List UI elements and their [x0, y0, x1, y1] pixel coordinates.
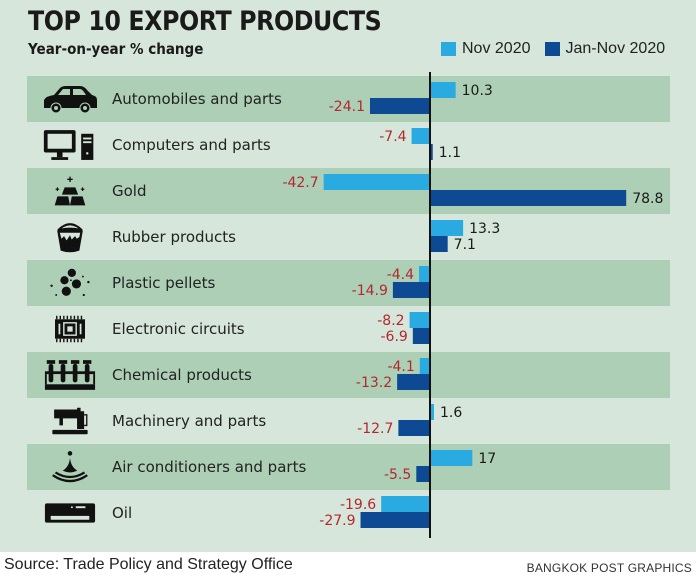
- bar-nov-2020-computers-and-parts: [411, 128, 430, 144]
- bar-nov-2020-machinery-and-parts: [430, 404, 434, 420]
- source-note: Source: Trade Policy and Strategy Office: [4, 556, 293, 573]
- value-label-nov-2020-machinery-and-parts: 1.6: [440, 405, 462, 421]
- bar-jan-nov-2020-air-conditioners-and-parts: [416, 466, 430, 482]
- legend-label-jan-nov-2020: Jan-Nov 2020: [565, 40, 666, 57]
- value-label-nov-2020-plastic-pellets: -4.4: [387, 267, 414, 283]
- bar-nov-2020-air-conditioners-and-parts: [430, 450, 473, 466]
- bar-nov-2020-electronic-circuits: [409, 312, 430, 328]
- value-label-jan-nov-2020-rubber-products: 7.1: [454, 237, 476, 253]
- chart-title: TOP 10 EXPORT PRODUCTS: [28, 6, 382, 37]
- row-band: [27, 444, 670, 490]
- bar-nov-2020-gold: [323, 174, 430, 190]
- value-label-jan-nov-2020-plastic-pellets: -14.9: [352, 283, 388, 299]
- bar-nov-2020-automobiles-and-parts: [430, 82, 456, 98]
- value-label-jan-nov-2020-computers-and-parts: 1.1: [439, 145, 461, 161]
- value-label-jan-nov-2020-oil: -27.9: [319, 513, 355, 529]
- row-band: [27, 352, 670, 398]
- value-label-nov-2020-computers-and-parts: -7.4: [379, 129, 406, 145]
- category-label-chemical-products: Chemical products: [112, 366, 252, 384]
- bar-nov-2020-plastic-pellets: [419, 266, 430, 282]
- value-label-nov-2020-automobiles-and-parts: 10.3: [462, 83, 493, 99]
- chip-icon: [54, 315, 86, 343]
- legend-label-nov-2020: Nov 2020: [462, 40, 531, 57]
- row-band: [27, 260, 670, 306]
- bar-jan-nov-2020-chemical-products: [397, 374, 430, 390]
- computer-icon: [43, 130, 94, 160]
- bar-jan-nov-2020-computers-and-parts: [430, 144, 433, 160]
- value-label-nov-2020-rubber-products: 13.3: [469, 221, 500, 237]
- bar-jan-nov-2020-automobiles-and-parts: [369, 98, 430, 114]
- category-label-oil: Oil: [112, 504, 132, 522]
- value-label-nov-2020-oil: -19.6: [340, 497, 376, 513]
- chart-subtitle: Year-on-year % change: [28, 40, 204, 58]
- row-band: [27, 76, 670, 122]
- bar-jan-nov-2020-rubber-products: [430, 236, 448, 252]
- bar-jan-nov-2020-oil: [360, 512, 430, 528]
- legend-swatch-nov-2020: [441, 42, 456, 56]
- bar-jan-nov-2020-machinery-and-parts: [398, 420, 430, 436]
- legend-item-nov-2020: Nov 2020: [441, 40, 531, 58]
- category-label-air-conditioners-and-parts: Air conditioners and parts: [112, 458, 306, 476]
- value-label-nov-2020-electronic-circuits: -8.2: [377, 313, 404, 329]
- category-label-machinery-and-parts: Machinery and parts: [112, 412, 266, 430]
- bar-jan-nov-2020-electronic-circuits: [412, 328, 430, 344]
- category-label-computers-and-parts: Computers and parts: [112, 136, 271, 154]
- bar-nov-2020-chemical-products: [419, 358, 430, 374]
- category-label-gold: Gold: [112, 182, 147, 200]
- value-label-jan-nov-2020-air-conditioners-and-parts: -5.5: [384, 467, 411, 483]
- legend: Nov 2020 Jan-Nov 2020: [441, 40, 679, 58]
- legend-item-jan-nov-2020: Jan-Nov 2020: [544, 40, 666, 58]
- bar-chart: Automobiles and parts Computers and parts…: [27, 72, 670, 538]
- bar-jan-nov-2020-gold: [430, 190, 627, 206]
- category-label-automobiles-and-parts: Automobiles and parts: [112, 90, 282, 108]
- legend-swatch-jan-nov-2020: [544, 42, 560, 56]
- value-labels: 10.3 -24.1 -7.4 1.1 -42.7 78.8 13.37.1 -4.4-14.…: [282, 83, 663, 529]
- graphics-credit: BANGKOK POST GRAPHICS: [526, 561, 692, 575]
- value-label-jan-nov-2020-gold: 78.8: [632, 191, 663, 207]
- row-bands: [27, 76, 670, 490]
- bars: [323, 82, 627, 528]
- sewing-machine-icon: [51, 407, 89, 435]
- value-label-nov-2020-air-conditioners-and-parts: 17: [478, 451, 496, 467]
- bar-nov-2020-rubber-products: [430, 220, 464, 236]
- bar-jan-nov-2020-plastic-pellets: [392, 282, 430, 298]
- value-label-jan-nov-2020-electronic-circuits: -6.9: [380, 329, 407, 345]
- category-labels: Automobiles and parts Computers and parts…: [112, 90, 306, 522]
- category-label-electronic-circuits: Electronic circuits: [112, 320, 245, 338]
- category-label-plastic-pellets: Plastic pellets: [112, 274, 215, 292]
- value-label-jan-nov-2020-machinery-and-parts: -12.7: [357, 421, 393, 437]
- air-conditioner-icon: [44, 503, 96, 523]
- value-label-jan-nov-2020-chemical-products: -13.2: [356, 375, 392, 391]
- value-label-nov-2020-gold: -42.7: [282, 175, 318, 191]
- value-label-nov-2020-chemical-products: -4.1: [387, 359, 414, 375]
- value-label-jan-nov-2020-automobiles-and-parts: -24.1: [329, 99, 365, 115]
- category-label-rubber-products: Rubber products: [112, 228, 236, 246]
- bar-nov-2020-oil: [381, 496, 430, 512]
- bucket-icon: [56, 223, 84, 254]
